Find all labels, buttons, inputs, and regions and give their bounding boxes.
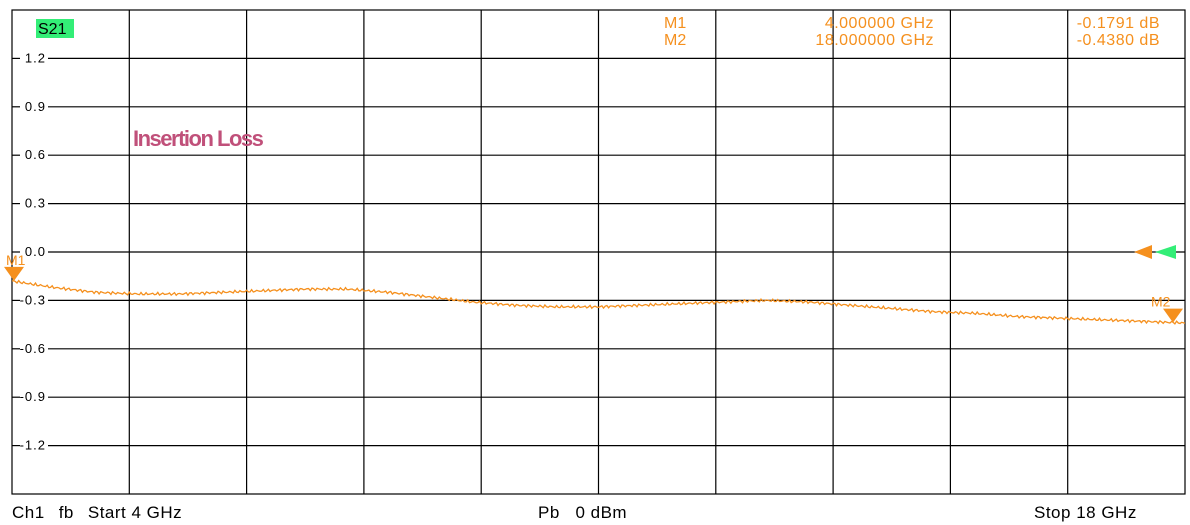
trace-label-background <box>36 19 74 38</box>
sweep-mode-label: fb <box>58 503 74 522</box>
reference-level-marker <box>1134 245 1176 259</box>
s21-trace-line <box>11 279 1186 325</box>
footer-left: Ch1 fb Start 4 GHz <box>12 503 196 525</box>
marker-1-frequency: 4.000000 GHz <box>825 15 934 32</box>
trace-label: S21 <box>38 21 67 38</box>
y-tick-label-7: -0.6 <box>20 341 46 356</box>
start-frequency: Start 4 GHz <box>87 503 183 522</box>
reference-arrow-green <box>1155 245 1176 259</box>
trace-label-badge: S21 <box>36 19 74 38</box>
channel-label: Ch1 <box>12 503 45 522</box>
y-tick-label-2: 0.9 <box>25 99 46 114</box>
marker-1-triangle <box>4 266 24 281</box>
marker-2-triangle <box>1163 308 1183 323</box>
power-label: Pb 0 dBm <box>538 503 628 522</box>
marker-2-frequency: 18.000000 GHz <box>815 32 934 49</box>
y-tick-label-6: -0.3 <box>20 292 46 307</box>
s21-chart: 1.2 0.9 0.6 0.3 0.0 -0.3 -0.6 -0.9 -1.2 S21 Inse… <box>4 9 1186 495</box>
gridlines <box>12 10 1185 494</box>
y-tick-label-8: -0.9 <box>20 389 46 404</box>
marker-2-flag: M2 <box>1151 294 1171 310</box>
y-tick-label-3: 0.6 <box>25 147 46 162</box>
marker-1-flag: M1 <box>6 252 26 268</box>
y-tick-label-5: 0.0 <box>25 244 46 259</box>
y-tick-labels: 1.2 0.9 0.6 0.3 0.0 -0.3 -0.6 -0.9 -1.2 <box>20 50 46 453</box>
y-tick-label-1: 1.2 <box>25 50 46 65</box>
marker-symbols: M1 M2 <box>4 252 1183 323</box>
marker-2-value: -0.4380 dB <box>1077 32 1160 49</box>
insertion-loss-annotation: Insertion Loss <box>133 126 264 151</box>
y-tick-label-9: -1.2 <box>20 438 46 453</box>
marker-1-name: M1 <box>664 15 686 32</box>
reference-arrow-orange <box>1134 245 1152 259</box>
stop-frequency: Stop 18 GHz <box>1034 503 1137 522</box>
y-tick-label-4: 0.3 <box>25 196 46 211</box>
marker-readout: M1 4.000000 GHz -0.1791 dB M2 18.000000 GHz -… <box>664 15 1160 49</box>
marker-1-value: -0.1791 dB <box>1077 15 1160 32</box>
marker-2-name: M2 <box>664 32 686 49</box>
